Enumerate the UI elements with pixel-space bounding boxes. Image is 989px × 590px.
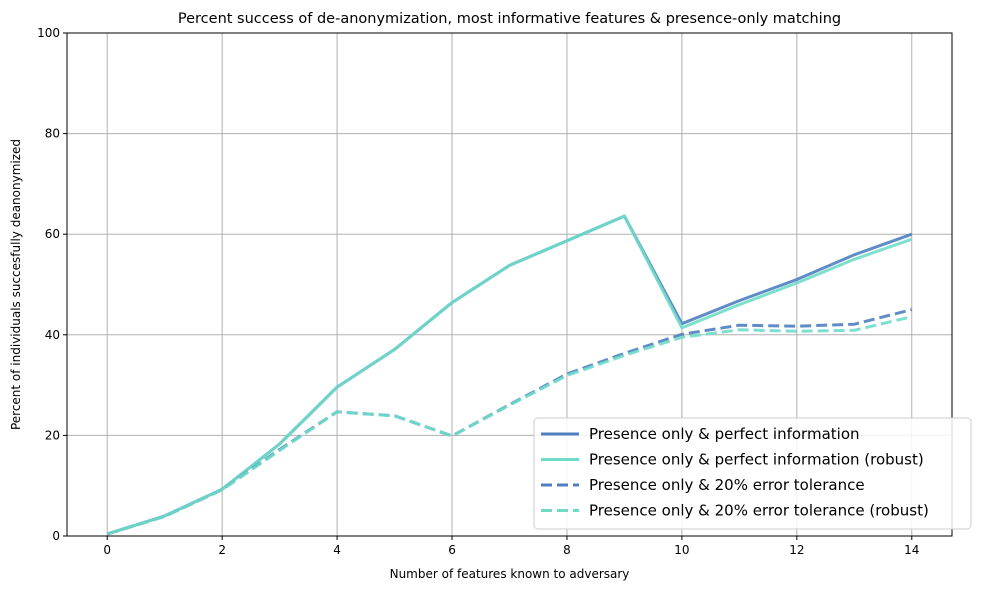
y-tick-label: 60 xyxy=(45,227,60,241)
y-tick-label: 100 xyxy=(37,26,60,40)
series-lines xyxy=(106,214,913,536)
legend-label-2: Presence only & perfect information (rob… xyxy=(589,451,924,469)
y-tick-label: 80 xyxy=(45,127,60,141)
y-tick-label: 20 xyxy=(45,428,60,442)
x-tick-label: 6 xyxy=(448,543,456,557)
axis-ticks: 0 2 4 6 8 10 12 14 0 20 40 60 80 100 xyxy=(37,26,919,557)
x-tick-label: 14 xyxy=(904,543,919,557)
x-tick-label: 8 xyxy=(563,543,571,557)
legend-box xyxy=(533,417,972,530)
y-axis-label: Percent of individuals succesfully deano… xyxy=(9,139,23,430)
x-tick-label: 10 xyxy=(674,543,689,557)
legend-label-4: Presence only & 20% error tolerance (rob… xyxy=(589,502,929,520)
x-tick-label: 0 xyxy=(103,543,111,557)
x-axis-label: Number of features known to adversary xyxy=(390,567,630,581)
series-line-4 xyxy=(106,315,913,536)
y-tick-label: 40 xyxy=(45,328,60,342)
legend-label-1: Presence only & perfect information xyxy=(589,425,860,443)
x-tick-label: 4 xyxy=(333,543,341,557)
plot-frame xyxy=(66,32,953,537)
legend-label-3: Presence only & 20% error tolerance xyxy=(589,476,865,494)
y-tick-label: 0 xyxy=(52,529,60,543)
x-tick-label: 12 xyxy=(789,543,804,557)
series-line-2 xyxy=(106,214,913,536)
x-tick-label: 2 xyxy=(218,543,226,557)
chart-title: Percent success of de-anonymization, mos… xyxy=(178,11,841,27)
legend: Presence only & perfect information Prese… xyxy=(533,417,972,530)
